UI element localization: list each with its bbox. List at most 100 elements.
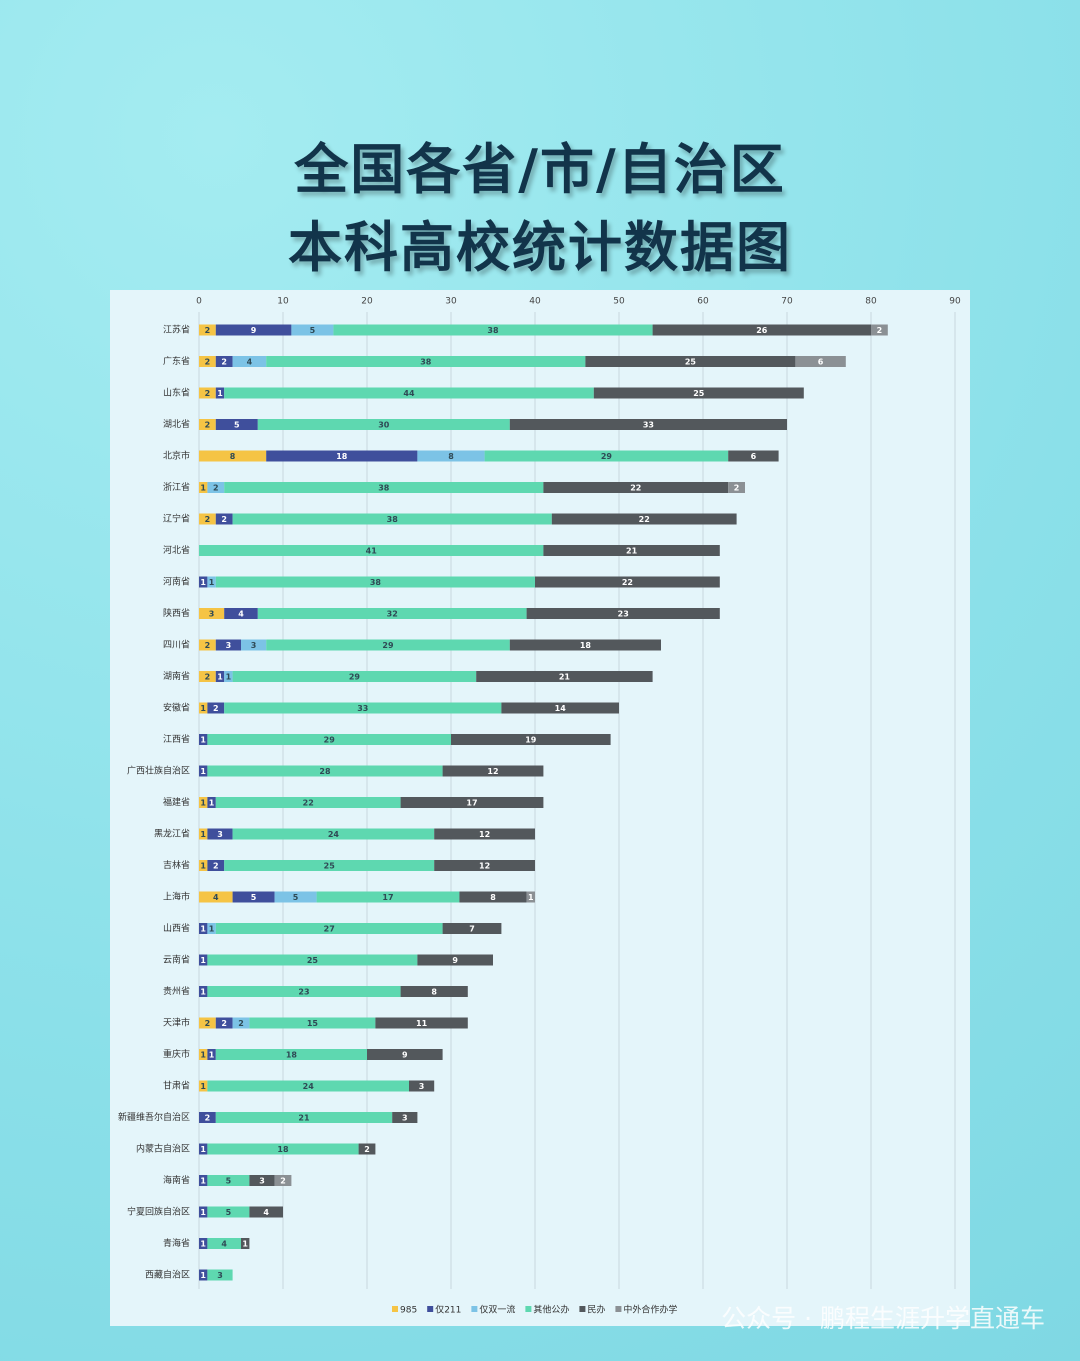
bar-segment — [199, 1080, 208, 1092]
bar-segment — [207, 1175, 250, 1186]
bar-segment — [199, 671, 216, 682]
value-label: 22 — [303, 799, 314, 808]
value-label: 2 — [205, 326, 211, 335]
bar-segment — [367, 1049, 443, 1060]
x-tick-label: 40 — [529, 297, 541, 307]
bar-segment — [291, 324, 334, 336]
value-label: 1 — [200, 1271, 206, 1280]
bar-segment — [266, 450, 418, 462]
bar-segment — [199, 482, 208, 493]
y-tick-label: 浙江省 — [163, 481, 190, 493]
bar-segment — [459, 891, 527, 903]
value-label: 2 — [238, 1019, 244, 1028]
y-tick-label: 云南省 — [163, 954, 190, 966]
value-label: 23 — [298, 988, 309, 997]
legend-label: 其他公办 — [533, 1304, 569, 1316]
bar-segment — [199, 1175, 208, 1186]
value-label: 1 — [200, 736, 206, 745]
bar-segment — [199, 828, 208, 840]
bar-segment — [207, 1206, 250, 1218]
value-label: 25 — [693, 389, 705, 398]
value-label: 44 — [403, 389, 415, 398]
bar-segment — [274, 891, 317, 903]
bar-segment — [199, 639, 216, 651]
value-label: 29 — [349, 673, 361, 682]
bar-segment — [207, 1238, 241, 1249]
bar-segment — [215, 797, 401, 808]
value-label: 14 — [555, 704, 567, 713]
bar-segment — [728, 482, 745, 493]
value-label: 2 — [213, 704, 219, 713]
bar-segment — [526, 891, 535, 903]
y-tick-label: 北京市 — [163, 450, 190, 462]
bar-segment — [199, 450, 267, 462]
bar-segment — [316, 891, 460, 903]
value-label: 29 — [382, 641, 394, 650]
bar-segment — [199, 1017, 216, 1029]
y-tick-label: 重庆市 — [163, 1048, 190, 1060]
bar-segment — [409, 1080, 435, 1092]
bar-segment — [215, 576, 536, 588]
bar-segment — [207, 828, 233, 840]
value-label: 2 — [205, 1019, 211, 1028]
legend-label: 民办 — [587, 1304, 605, 1316]
bar-segment — [199, 860, 208, 871]
bar-segment — [199, 356, 216, 367]
bar-segment — [535, 576, 720, 588]
bar-segment — [207, 482, 225, 493]
value-label: 2 — [205, 421, 211, 430]
value-label: 5 — [226, 1177, 232, 1186]
value-label: 3 — [402, 1114, 408, 1123]
value-label: 2 — [205, 389, 211, 398]
y-tick-label: 安徽省 — [163, 702, 190, 714]
value-label: 2 — [205, 673, 211, 682]
value-label: 38 — [420, 358, 432, 367]
value-label: 21 — [626, 547, 638, 556]
value-label: 1 — [209, 799, 215, 808]
bar-segment — [551, 513, 737, 525]
y-tick-label: 甘肃省 — [163, 1080, 190, 1092]
value-label: 4 — [263, 1208, 269, 1217]
bar-segment — [476, 671, 653, 682]
value-label: 18 — [277, 1145, 289, 1154]
bar-segment — [199, 545, 544, 556]
value-label: 6 — [818, 358, 824, 367]
bar-segment — [257, 608, 527, 619]
legend-swatch — [525, 1306, 532, 1312]
value-label: 38 — [378, 484, 390, 493]
bar-segment — [199, 324, 216, 336]
value-label: 2 — [364, 1145, 370, 1154]
bar-segment — [199, 1238, 208, 1249]
legend-swatch — [615, 1306, 622, 1312]
y-tick-label: 黑龙江省 — [154, 828, 190, 840]
y-tick-label: 河南省 — [163, 576, 190, 588]
bar-segment — [358, 1143, 376, 1155]
bar-segment — [199, 702, 208, 714]
bar-segment — [199, 387, 216, 399]
value-label: 1 — [200, 1082, 206, 1091]
value-label: 9 — [251, 326, 257, 335]
bar-segment — [593, 387, 804, 399]
bar-segment — [257, 419, 510, 430]
value-label: 22 — [622, 578, 633, 587]
value-label: 30 — [378, 421, 390, 430]
value-label: 32 — [387, 610, 398, 619]
value-label: 1 — [200, 767, 206, 776]
bar-segment — [232, 891, 275, 903]
y-tick-label: 广东省 — [163, 355, 190, 367]
bar-segment — [199, 1206, 208, 1218]
value-label: 25 — [685, 358, 697, 367]
y-tick-label: 陕西省 — [163, 607, 190, 619]
y-tick-label: 山东省 — [163, 387, 190, 399]
value-label: 1 — [200, 578, 206, 587]
bar-segment — [274, 1175, 292, 1186]
bar-segment — [434, 828, 535, 840]
legend-label: 中外合作办学 — [623, 1304, 677, 1316]
value-label: 38 — [387, 515, 399, 524]
value-label: 28 — [319, 767, 331, 776]
bar-segment — [199, 1269, 208, 1281]
bar-segment — [199, 797, 208, 808]
legend-label: 985 — [400, 1306, 417, 1316]
value-label: 6 — [751, 452, 757, 461]
